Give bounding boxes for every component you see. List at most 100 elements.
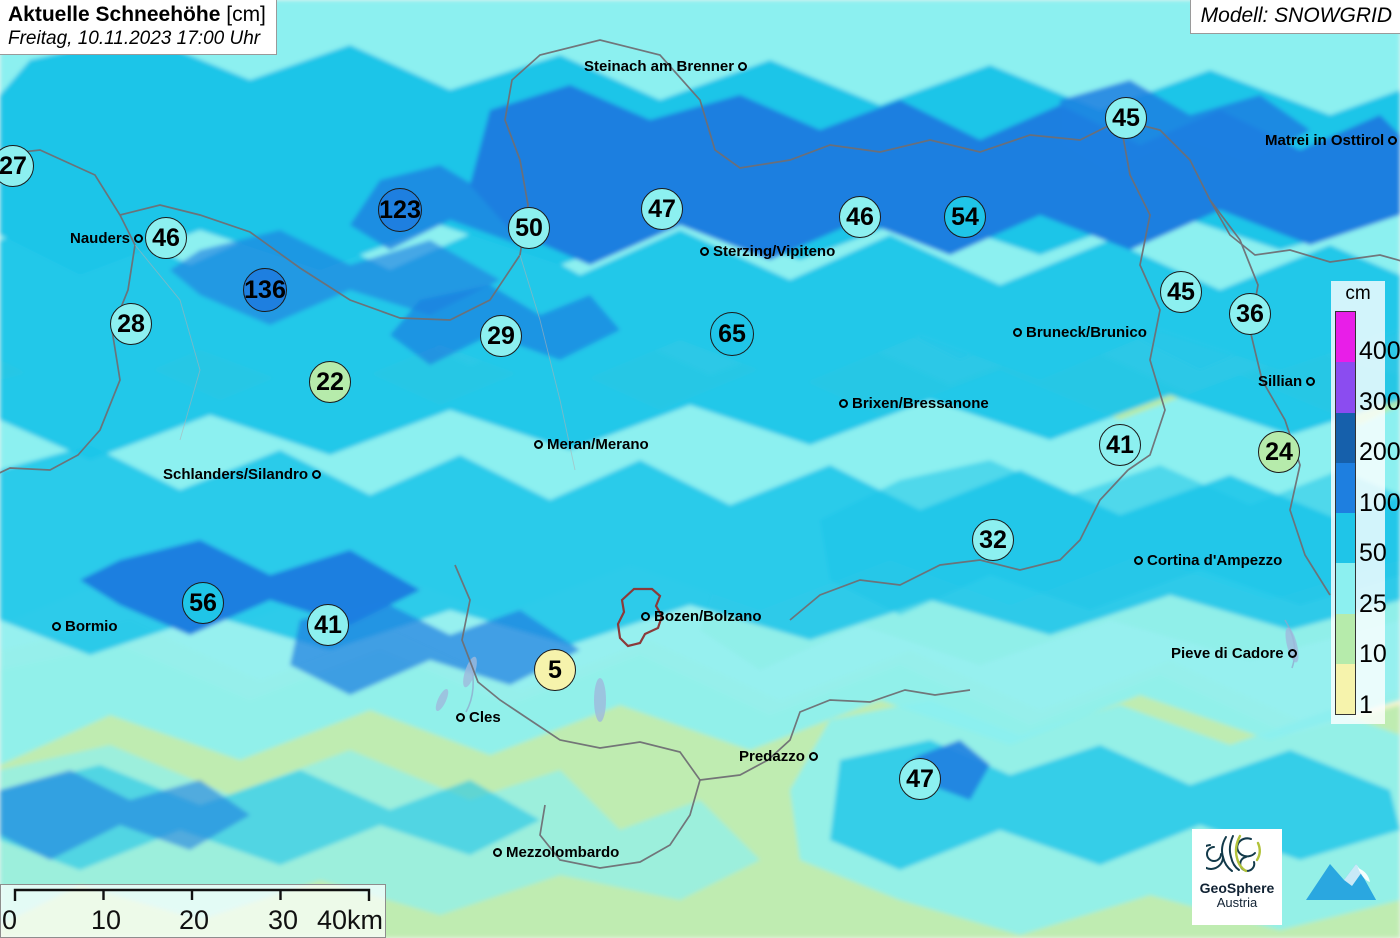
station-marker[interactable]: 47 [641,188,683,230]
legend-color-strip [1335,311,1356,715]
city-name: Mezzolombardo [506,844,620,861]
legend-band-25 [1336,563,1355,614]
station-marker[interactable]: 47 [899,758,941,800]
city-name: Brixen/Bressanone [852,395,989,412]
station-marker[interactable]: 65 [710,312,754,356]
city-marker-icon [134,234,144,243]
geosphere-swirl-icon [1206,834,1261,873]
station-marker[interactable]: 46 [839,196,881,238]
station-marker[interactable]: 136 [243,268,287,312]
mountain-logo-icon [1306,864,1376,900]
city-name: Matrei in Osttirol [1265,132,1385,149]
city-label[interactable]: Predazzo [739,749,818,764]
city-marker-icon [641,612,650,621]
city-name: Cles [469,709,501,726]
bozen-boundary [616,587,664,648]
city-label[interactable]: Sillian [1258,374,1316,389]
city-label[interactable]: Bormio [52,619,118,634]
station-marker[interactable]: 22 [309,361,351,403]
city-marker-icon [808,752,818,761]
legend-band-300 [1336,362,1355,413]
city-label[interactable]: Nauders [70,230,144,247]
station-marker[interactable]: 50 [508,207,550,249]
city-label[interactable]: Matrei in Osttirol [1265,132,1398,149]
legend-band-200 [1336,412,1355,463]
city-marker-icon [1134,556,1143,565]
station-marker[interactable]: 36 [1229,293,1271,335]
station-marker[interactable]: 54 [944,196,986,238]
city-name: Sterzing/Vipiteno [713,243,836,260]
page-title: Aktuelle Schneehöhe [cm] [8,3,266,27]
city-name: Predazzo [739,748,805,765]
city-name: Pieve di Cadore [1171,645,1284,662]
city-name: Schlanders/Silandro [163,466,309,483]
geosphere-logo-text-line1: GeoSphere [1199,880,1275,896]
city-name: Cortina d'Ampezzo [1147,552,1283,569]
city-marker-icon [456,713,465,722]
legend-label-10: 10 [1359,640,1387,669]
geosphere-logo-text-line2: Austria [1216,894,1258,910]
legend-band-50 [1336,513,1355,564]
legend-colorbar: cm 400 300 200 100 50 25 10 1 [1331,281,1400,724]
legend-label-100: 100 [1359,488,1400,517]
station-marker[interactable]: 56 [182,582,224,624]
city-label[interactable]: Mezzolombardo [493,845,619,860]
city-marker-icon [738,62,748,71]
city-marker-icon [52,622,61,631]
border-lines [0,39,1400,869]
city-label[interactable]: Schlanders/Silandro [163,466,322,483]
title-main-text: Aktuelle Schneehöhe [8,3,221,26]
city-name: Bormio [65,618,118,635]
title-timestamp: Freitag, 10.11.2023 17:00 Uhr [8,27,261,49]
station-marker[interactable]: 45 [1105,97,1147,139]
legend-band-400 [1336,312,1355,363]
city-label[interactable]: Bruneck/Brunico [1013,325,1147,340]
city-name: Nauders [70,230,131,247]
legend-label-200: 200 [1359,438,1400,467]
city-marker-icon [1287,649,1297,658]
city-label[interactable]: Bozen/Bolzano [641,609,762,624]
station-marker[interactable]: 24 [1258,431,1300,473]
station-marker[interactable]: 28 [110,303,152,345]
city-marker-icon [839,399,848,408]
city-marker-icon [1306,377,1316,386]
station-marker[interactable]: 32 [972,519,1014,561]
legend-label-1: 1 [1359,690,1373,719]
station-marker[interactable]: 29 [480,315,522,357]
city-label[interactable]: Sterzing/Vipiteno [700,244,835,259]
city-label[interactable]: Brixen/Bressanone [839,396,989,411]
scale-tick-20: 20 [179,905,210,935]
city-name: Bruneck/Brunico [1026,324,1147,341]
geosphere-logo: GeoSphere Austria [1192,829,1282,925]
scale-tick-30: 30 [268,905,299,935]
station-marker[interactable]: 5 [534,649,576,691]
city-marker-icon [312,470,322,479]
city-marker-icon [493,848,502,857]
city-name: Steinach am Brenner [584,58,735,75]
scale-tick-40km: 40km [317,905,384,935]
city-label[interactable]: Steinach am Brenner [584,58,748,75]
city-label[interactable]: Meran/Merano [534,437,649,452]
scale-bar-labels: 0 10 20 30 40km [1,903,387,937]
station-marker[interactable]: 41 [1099,424,1141,466]
city-marker-icon [1388,136,1398,145]
legend-label-50: 50 [1359,539,1387,568]
city-name: Bozen/Bolzano [654,608,762,625]
city-marker-icon [1013,328,1022,337]
legend-label-300: 300 [1359,387,1400,416]
city-label[interactable]: Pieve di Cadore [1171,646,1297,661]
station-marker[interactable]: 45 [1160,271,1202,313]
city-label[interactable]: Cles [456,710,501,725]
scale-tick-0: 0 [2,905,18,935]
title-unit: [cm] [226,3,266,26]
station-marker[interactable]: 123 [378,188,422,232]
city-label[interactable]: Cortina d'Ampezzo [1134,553,1282,568]
station-marker[interactable]: 27 [0,145,34,187]
legend-band-100 [1336,462,1355,513]
station-marker[interactable]: 46 [145,217,187,259]
legend-label-25: 25 [1359,589,1387,618]
station-marker[interactable]: 41 [307,604,349,646]
